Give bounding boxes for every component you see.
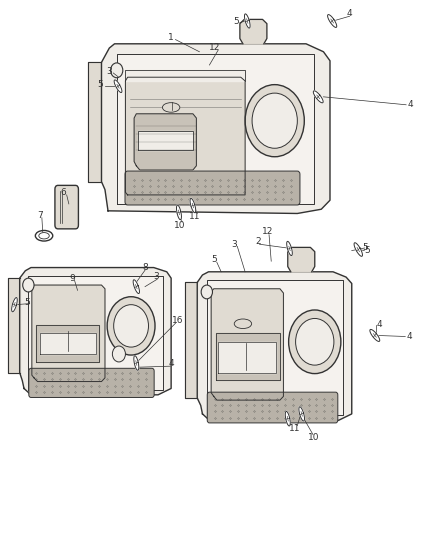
Polygon shape: [134, 114, 196, 170]
Polygon shape: [134, 356, 139, 370]
Polygon shape: [207, 280, 343, 415]
Polygon shape: [138, 131, 193, 150]
FancyBboxPatch shape: [125, 171, 300, 205]
Polygon shape: [190, 198, 196, 213]
Circle shape: [114, 305, 148, 347]
Text: 11: 11: [189, 212, 201, 221]
Polygon shape: [299, 407, 304, 421]
Text: 3: 3: [106, 67, 112, 76]
Text: 10: 10: [308, 433, 320, 442]
Text: 5: 5: [362, 244, 367, 253]
Polygon shape: [114, 80, 122, 93]
Text: 4: 4: [168, 359, 174, 367]
Text: 5: 5: [233, 17, 239, 26]
Polygon shape: [354, 243, 362, 256]
Polygon shape: [40, 333, 96, 354]
Polygon shape: [8, 278, 20, 373]
Text: 5: 5: [98, 80, 103, 89]
Circle shape: [23, 278, 34, 292]
Polygon shape: [328, 14, 337, 27]
Polygon shape: [211, 289, 283, 400]
Polygon shape: [36, 325, 99, 362]
Circle shape: [113, 346, 125, 362]
Text: 3: 3: [153, 271, 159, 280]
Text: 9: 9: [69, 273, 75, 282]
Polygon shape: [177, 205, 181, 220]
Text: 5: 5: [25, 297, 30, 306]
Text: 5: 5: [212, 255, 218, 264]
Text: 4: 4: [407, 332, 413, 341]
Polygon shape: [32, 285, 105, 382]
Polygon shape: [240, 19, 267, 44]
Polygon shape: [88, 62, 102, 182]
Polygon shape: [197, 272, 352, 420]
FancyBboxPatch shape: [55, 185, 78, 229]
Polygon shape: [125, 70, 245, 81]
Text: 2: 2: [255, 237, 261, 246]
Polygon shape: [20, 268, 171, 395]
Text: 5: 5: [364, 246, 370, 255]
FancyBboxPatch shape: [29, 368, 154, 398]
Circle shape: [296, 318, 334, 365]
Text: 4: 4: [408, 100, 413, 109]
Circle shape: [289, 310, 341, 374]
Polygon shape: [133, 280, 139, 294]
Polygon shape: [12, 297, 17, 312]
Polygon shape: [313, 91, 323, 103]
Ellipse shape: [234, 319, 252, 328]
Polygon shape: [244, 14, 250, 28]
Circle shape: [245, 85, 304, 157]
Polygon shape: [288, 247, 315, 272]
Text: 11: 11: [290, 424, 301, 433]
Polygon shape: [218, 342, 276, 373]
Text: 12: 12: [262, 227, 273, 236]
Polygon shape: [125, 77, 245, 195]
Circle shape: [252, 93, 297, 148]
Ellipse shape: [162, 103, 180, 112]
Text: 3: 3: [231, 240, 237, 249]
Text: 7: 7: [37, 211, 42, 220]
Text: 1: 1: [168, 33, 174, 42]
Text: 4: 4: [376, 320, 382, 329]
Text: 4: 4: [347, 9, 353, 18]
Polygon shape: [285, 411, 290, 426]
Polygon shape: [117, 54, 314, 204]
Ellipse shape: [39, 232, 49, 239]
Polygon shape: [370, 329, 380, 342]
Polygon shape: [28, 276, 163, 390]
Circle shape: [111, 63, 123, 78]
Text: 6: 6: [61, 188, 67, 197]
Polygon shape: [287, 241, 292, 256]
FancyBboxPatch shape: [207, 392, 338, 423]
Ellipse shape: [35, 230, 53, 241]
Polygon shape: [215, 333, 280, 381]
Text: 10: 10: [174, 221, 186, 230]
Circle shape: [201, 285, 212, 299]
Circle shape: [107, 297, 155, 355]
Polygon shape: [185, 282, 197, 398]
Text: 8: 8: [142, 263, 148, 272]
Polygon shape: [102, 44, 330, 214]
Text: 12: 12: [209, 43, 220, 52]
Text: 16: 16: [171, 316, 183, 325]
